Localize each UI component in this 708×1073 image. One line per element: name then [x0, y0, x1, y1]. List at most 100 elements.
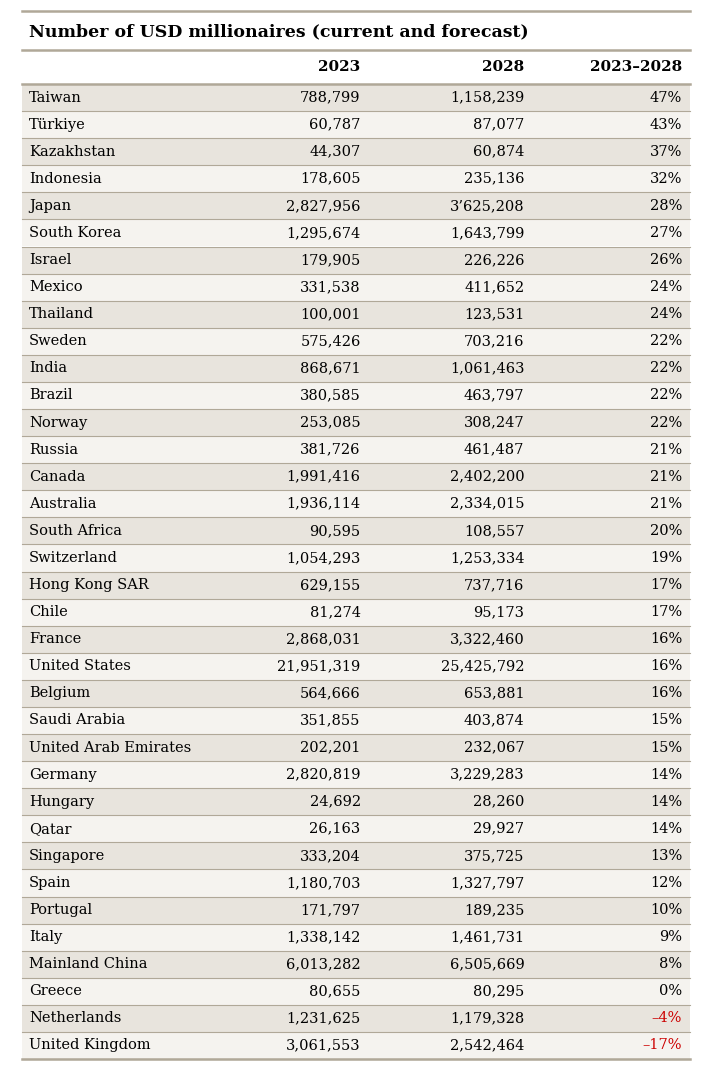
- Text: Saudi Arabia: Saudi Arabia: [29, 714, 125, 727]
- Text: 308,247: 308,247: [464, 415, 525, 429]
- Text: Türkiye: Türkiye: [29, 118, 86, 132]
- Text: 123,531: 123,531: [464, 307, 525, 321]
- Text: 26%: 26%: [650, 253, 682, 267]
- Bar: [22, 842, 690, 869]
- Bar: [22, 1004, 690, 1032]
- Text: 47%: 47%: [650, 90, 682, 104]
- Text: 17%: 17%: [650, 605, 682, 619]
- Bar: [22, 274, 690, 300]
- Text: 10%: 10%: [650, 903, 682, 917]
- Text: 1,327,797: 1,327,797: [450, 876, 525, 890]
- Text: 60,874: 60,874: [473, 145, 525, 159]
- Text: 331,538: 331,538: [300, 280, 360, 294]
- Text: 1,643,799: 1,643,799: [450, 226, 525, 240]
- Text: 21%: 21%: [650, 443, 682, 457]
- Bar: [22, 869, 690, 897]
- Text: Indonesia: Indonesia: [29, 172, 102, 186]
- Text: 14%: 14%: [650, 767, 682, 781]
- Text: 653,881: 653,881: [464, 687, 525, 701]
- Text: Thailand: Thailand: [29, 307, 94, 321]
- Text: 2,820,819: 2,820,819: [286, 767, 360, 781]
- Text: 178,605: 178,605: [300, 172, 360, 186]
- Text: 100,001: 100,001: [300, 307, 360, 321]
- Bar: [22, 409, 690, 436]
- Bar: [22, 924, 690, 951]
- Bar: [22, 951, 690, 978]
- Text: United Kingdom: United Kingdom: [29, 1039, 151, 1053]
- Text: 14%: 14%: [650, 795, 682, 809]
- Bar: [22, 192, 690, 219]
- Bar: [22, 247, 690, 274]
- Text: 1,936,114: 1,936,114: [287, 497, 360, 511]
- Text: 6,505,669: 6,505,669: [450, 957, 525, 971]
- Text: Number of USD millionaires (current and forecast): Number of USD millionaires (current and …: [29, 24, 529, 41]
- Text: 27%: 27%: [650, 226, 682, 240]
- Text: 9%: 9%: [659, 930, 682, 944]
- Bar: [22, 436, 690, 464]
- Text: 1,461,731: 1,461,731: [450, 930, 525, 944]
- Bar: [22, 138, 690, 165]
- Text: India: India: [29, 362, 67, 376]
- Text: 28%: 28%: [650, 199, 682, 212]
- Bar: [22, 652, 690, 680]
- Text: 1,061,463: 1,061,463: [450, 362, 525, 376]
- Bar: [22, 707, 690, 734]
- Text: Greece: Greece: [29, 984, 82, 998]
- Text: 20%: 20%: [650, 524, 682, 538]
- Text: 28,260: 28,260: [473, 795, 525, 809]
- Text: Australia: Australia: [29, 497, 96, 511]
- Text: 351,855: 351,855: [300, 714, 360, 727]
- Text: 1,253,334: 1,253,334: [450, 550, 525, 565]
- Text: Hong Kong SAR: Hong Kong SAR: [29, 578, 149, 592]
- Text: 15%: 15%: [650, 740, 682, 754]
- Text: 411,652: 411,652: [464, 280, 525, 294]
- Bar: [22, 680, 690, 707]
- Text: 22%: 22%: [650, 415, 682, 429]
- Text: United Arab Emirates: United Arab Emirates: [29, 740, 191, 754]
- Text: 189,235: 189,235: [464, 903, 525, 917]
- Text: 22%: 22%: [650, 388, 682, 402]
- Text: South Korea: South Korea: [29, 226, 121, 240]
- Text: 1,180,703: 1,180,703: [286, 876, 360, 890]
- Text: 253,085: 253,085: [300, 415, 360, 429]
- Text: 2028: 2028: [482, 60, 525, 74]
- Bar: [22, 300, 690, 327]
- Text: 788,799: 788,799: [300, 90, 360, 104]
- Text: 80,655: 80,655: [309, 984, 360, 998]
- Text: Germany: Germany: [29, 767, 96, 781]
- Text: 19%: 19%: [650, 550, 682, 565]
- Bar: [22, 626, 690, 652]
- Bar: [22, 572, 690, 599]
- Text: 380,585: 380,585: [300, 388, 360, 402]
- Text: 29,927: 29,927: [474, 822, 525, 836]
- Text: 37%: 37%: [650, 145, 682, 159]
- Text: 333,204: 333,204: [300, 849, 360, 863]
- Text: 461,487: 461,487: [464, 443, 525, 457]
- Text: –17%: –17%: [642, 1039, 682, 1053]
- Text: 1,338,142: 1,338,142: [286, 930, 360, 944]
- Text: 6,013,282: 6,013,282: [286, 957, 360, 971]
- Bar: [22, 978, 690, 1004]
- Text: Mainland China: Mainland China: [29, 957, 147, 971]
- Bar: [22, 490, 690, 517]
- Text: 24%: 24%: [650, 307, 682, 321]
- Text: 8%: 8%: [659, 957, 682, 971]
- Bar: [22, 112, 690, 138]
- Text: Russia: Russia: [29, 443, 78, 457]
- Text: 629,155: 629,155: [300, 578, 360, 592]
- Text: 81,274: 81,274: [309, 605, 360, 619]
- Text: 202,201: 202,201: [300, 740, 360, 754]
- Bar: [22, 165, 690, 192]
- Text: 25,425,792: 25,425,792: [441, 659, 525, 673]
- Text: 564,666: 564,666: [300, 687, 360, 701]
- Text: Chile: Chile: [29, 605, 68, 619]
- Text: 1,295,674: 1,295,674: [287, 226, 360, 240]
- Bar: [22, 219, 690, 247]
- Text: Singapore: Singapore: [29, 849, 105, 863]
- Bar: [22, 544, 690, 572]
- Text: Spain: Spain: [29, 876, 72, 890]
- Text: 1,231,625: 1,231,625: [287, 1012, 360, 1026]
- Text: 95,173: 95,173: [474, 605, 525, 619]
- Text: 43%: 43%: [650, 118, 682, 132]
- Text: Sweden: Sweden: [29, 335, 88, 349]
